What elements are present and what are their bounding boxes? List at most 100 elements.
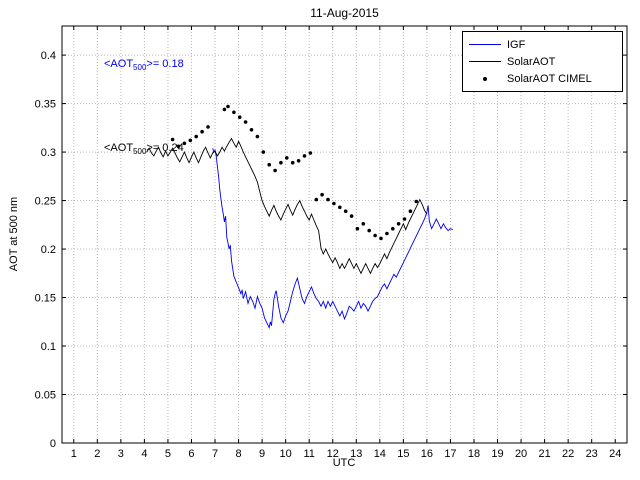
y-axis-label: AOT at 500 nm	[8, 196, 20, 272]
y-tick-label: 0.25	[35, 196, 56, 208]
x-tick-label: 18	[468, 448, 480, 460]
marker-cimel	[302, 154, 307, 158]
marker-cimel	[273, 168, 277, 173]
marker-cimel	[391, 226, 395, 231]
annotation-subscript: 500	[133, 63, 147, 73]
legend-item-cimel: SolarAOT CIMEL	[463, 70, 622, 87]
legend-item-solaraot: SolarAOT	[463, 53, 622, 70]
y-tick-label: 0.2	[41, 244, 56, 256]
x-tick-label: 19	[491, 448, 503, 460]
y-tick-label: 0.1	[41, 341, 56, 353]
series-igf-line	[212, 148, 453, 330]
legend-dot-sample-cimel	[463, 76, 507, 81]
y-tick-label: 0.15	[35, 293, 56, 305]
x-tick-label: 24	[609, 448, 621, 460]
y-tick-label: 0.4	[41, 50, 56, 62]
marker-cimel	[194, 134, 198, 139]
marker-cimel	[349, 214, 354, 218]
x-tick-label: 9	[259, 448, 265, 460]
x-tick-label: 12	[327, 448, 339, 460]
marker-cimel	[314, 197, 319, 202]
marker-cimel	[308, 151, 313, 155]
marker-cimel	[320, 192, 324, 197]
x-axis-label: UTC	[332, 457, 356, 469]
plot-box	[61, 25, 628, 444]
y-tick-label: 0.05	[35, 390, 56, 402]
legend-label-igf: IGF	[507, 38, 526, 51]
x-tick-label: 14	[374, 448, 386, 460]
marker-cimel	[396, 222, 401, 226]
marker-cimel	[326, 197, 330, 202]
marker-cimel	[267, 162, 272, 167]
x-tick-label: 10	[280, 448, 292, 460]
legend: IGF SolarAOT SolarAOT CIMEL	[462, 31, 623, 92]
x-tick-label: 11	[303, 448, 314, 460]
marker-cimel	[414, 199, 419, 204]
marker-cimel	[170, 137, 175, 142]
x-tick-label: 6	[188, 448, 194, 460]
marker-cimel	[373, 233, 377, 238]
y-tick-label: 0.3	[41, 147, 56, 159]
marker-cimel	[249, 128, 254, 132]
chart-title: 11-Aug-2015	[310, 6, 379, 20]
marker-cimel	[176, 144, 181, 149]
legend-label-solaraot: SolarAOT	[507, 55, 556, 68]
legend-item-igf: IGF	[463, 36, 622, 53]
marker-cimel	[226, 104, 230, 109]
x-tick-label: 7	[212, 448, 218, 460]
legend-line-sample-solaraot	[463, 61, 507, 62]
marker-cimel	[206, 125, 210, 129]
annotation-value: >= 0.18	[146, 58, 184, 70]
x-tick-label: 13	[350, 448, 362, 460]
x-tick-label: 2	[94, 448, 100, 460]
marker-cimel	[385, 231, 389, 236]
marker-cimel	[237, 115, 242, 119]
y-tick-label: 0	[50, 438, 56, 450]
marker-cimel	[188, 138, 193, 143]
y-tick-label: 0.35	[35, 99, 56, 111]
marker-cimel	[343, 209, 348, 213]
marker-cimel	[200, 129, 204, 134]
annotation-igf-mean: <AOT500>= 0.18	[104, 58, 184, 72]
x-tick-label: 17	[444, 448, 456, 460]
marker-cimel	[261, 150, 266, 154]
x-tick-label: 8	[236, 448, 242, 460]
x-tick-label: 1	[71, 448, 77, 460]
x-tick-label: 21	[538, 448, 550, 460]
series-solaraot-line	[146, 137, 428, 275]
annotation-value: >= 0.24	[146, 142, 184, 154]
legend-label-cimel: SolarAOT CIMEL	[507, 72, 592, 85]
x-tick-label: 22	[562, 448, 574, 460]
marker-cimel	[243, 120, 248, 124]
annotation-solaraot-mean: <AOT500>= 0.24	[104, 142, 184, 156]
marker-cimel	[338, 205, 342, 210]
marker-cimel	[408, 209, 413, 213]
plot-background	[62, 26, 627, 443]
marker-cimel	[332, 201, 336, 206]
marker-cimel	[296, 159, 301, 163]
marker-cimel	[255, 134, 260, 139]
marker-cimel	[379, 236, 383, 241]
x-tick-label: 3	[118, 448, 124, 460]
x-tick-label: 5	[165, 448, 171, 460]
marker-cimel	[290, 160, 295, 165]
marker-cimel	[232, 110, 236, 115]
x-tick-label: 16	[421, 448, 433, 460]
marker-cimel	[285, 156, 289, 160]
annotation-prefix: <AOT	[104, 142, 134, 154]
legend-line-sample-igf	[463, 44, 507, 45]
marker-cimel	[355, 226, 360, 231]
marker-cimel	[182, 141, 187, 146]
x-tick-label: 4	[141, 448, 147, 460]
marker-cimel	[279, 160, 283, 165]
x-tick-label: 15	[397, 448, 409, 460]
x-tick-label: 20	[515, 448, 527, 460]
marker-cimel	[222, 107, 227, 112]
marker-cimel	[367, 228, 372, 233]
annotation-subscript: 500	[133, 147, 147, 157]
annotation-prefix: <AOT	[104, 58, 134, 70]
marker-cimel	[361, 222, 366, 226]
marker-cimel	[402, 217, 407, 221]
